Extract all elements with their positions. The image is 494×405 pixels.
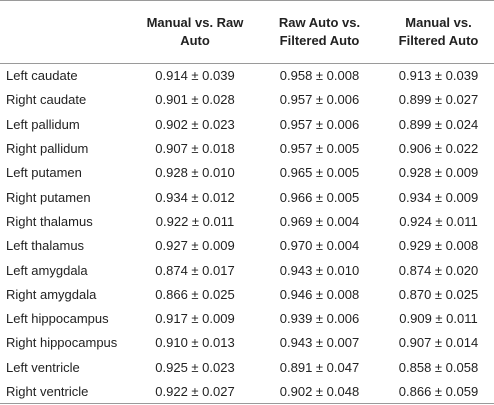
cell-value: 0.927 ± 0.009 (155, 238, 235, 254)
table-row: Right thalamus 0.922 ± 0.011 0.969 ± 0.0… (0, 209, 494, 233)
table-row: Left putamen 0.928 ± 0.010 0.965 ± 0.005… (0, 161, 494, 185)
cell-value: 0.958 ± 0.008 (279, 68, 360, 84)
row-label: Left pallidum (6, 116, 80, 132)
header-cell-manual-vs-filtered-auto: Manual vs. Filtered Auto (383, 0, 494, 64)
table-row: Right ventricle 0.922 ± 0.027 0.902 ± 0.… (0, 379, 494, 405)
cell-value: 0.928 ± 0.009 (398, 165, 479, 181)
cell-value: 0.866 ± 0.025 (155, 286, 235, 302)
table-row: Right putamen 0.934 ± 0.012 0.966 ± 0.00… (0, 185, 494, 209)
cell-value: 0.874 ± 0.020 (398, 262, 479, 278)
cell-value: 0.917 ± 0.009 (155, 311, 235, 327)
header-cell-empty (0, 0, 134, 64)
cell-value: 0.902 ± 0.048 (256, 379, 383, 405)
cell-value: 0.907 ± 0.018 (155, 141, 235, 157)
cell-value: 0.946 ± 0.008 (279, 286, 360, 302)
cell-value: 0.929 ± 0.008 (398, 238, 479, 254)
table-row: Right pallidum 0.907 ± 0.018 0.957 ± 0.0… (0, 136, 494, 160)
cell-value: 0.870 ± 0.025 (398, 286, 479, 302)
cell-value: 0.970 ± 0.004 (279, 238, 360, 254)
cell-value: 0.928 ± 0.010 (155, 165, 235, 181)
header-cell-raw-auto-vs-filtered-auto: Raw Auto vs. Filtered Auto (256, 0, 383, 64)
row-label: Left putamen (6, 165, 82, 181)
table-row: Left ventricle 0.925 ± 0.023 0.891 ± 0.0… (0, 355, 494, 379)
row-label: Left thalamus (6, 238, 85, 254)
cell-value: 0.913 ± 0.039 (398, 68, 479, 84)
cell-value: 0.910 ± 0.013 (155, 335, 235, 351)
row-label: Left caudate (6, 68, 78, 84)
cell-value: 0.969 ± 0.004 (279, 213, 360, 229)
row-label: Right caudate (6, 92, 87, 108)
cell-value: 0.957 ± 0.006 (279, 92, 360, 108)
cell-value: 0.907 ± 0.014 (398, 335, 479, 351)
cell-value: 0.943 ± 0.007 (279, 335, 360, 351)
row-label: Right putamen (6, 189, 91, 205)
row-label: Left ventricle (6, 359, 80, 375)
cell-value: 0.909 ± 0.011 (399, 311, 478, 327)
cell-value: 0.957 ± 0.006 (279, 116, 360, 132)
row-label: Left amygdala (6, 262, 88, 278)
cell-value: 0.939 ± 0.006 (279, 311, 360, 327)
table-row: Right amygdala 0.866 ± 0.025 0.946 ± 0.0… (0, 282, 494, 306)
cell-value: 0.925 ± 0.023 (155, 359, 235, 375)
row-label: Right pallidum (6, 141, 89, 157)
cell-value: 0.874 ± 0.017 (155, 262, 235, 278)
row-label: Left hippocampus (6, 311, 109, 327)
cell-value: 0.899 ± 0.024 (398, 116, 479, 132)
cell-value: 0.866 ± 0.059 (383, 379, 494, 405)
table-row: Left amygdala 0.874 ± 0.017 0.943 ± 0.01… (0, 258, 494, 282)
cell-value: 0.922 ± 0.011 (155, 213, 235, 229)
header-cell-manual-vs-raw-auto: Manual vs. Raw Auto (134, 0, 256, 64)
cell-value: 0.922 ± 0.027 (134, 379, 256, 405)
cell-value: 0.858 ± 0.058 (398, 359, 479, 375)
cell-value: 0.943 ± 0.010 (279, 262, 360, 278)
row-label: Right hippocampus (6, 335, 118, 351)
table-row: Right caudate 0.901 ± 0.028 0.957 ± 0.00… (0, 88, 494, 112)
cell-value: 0.934 ± 0.012 (155, 189, 235, 205)
table-header-row: Manual vs. Raw Auto Raw Auto vs. Filtere… (0, 0, 494, 64)
row-label: Right ventricle (0, 379, 134, 405)
cell-value: 0.914 ± 0.039 (155, 68, 235, 84)
table-row: Left hippocampus 0.917 ± 0.009 0.939 ± 0… (0, 306, 494, 330)
cell-value: 0.906 ± 0.022 (398, 141, 479, 157)
cell-value: 0.965 ± 0.005 (279, 165, 360, 181)
row-label: Right amygdala (6, 286, 97, 302)
cell-value: 0.902 ± 0.023 (155, 116, 235, 132)
cell-value: 0.901 ± 0.028 (155, 92, 235, 108)
row-label: Right thalamus (6, 213, 93, 229)
cell-value: 0.957 ± 0.005 (279, 141, 360, 157)
cell-value: 0.899 ± 0.027 (398, 92, 479, 108)
table-body: Left caudate 0.914 ± 0.039 0.958 ± 0.008… (0, 64, 494, 405)
cell-value: 0.891 ± 0.047 (279, 359, 360, 375)
table-row: Left thalamus 0.927 ± 0.009 0.970 ± 0.00… (0, 234, 494, 258)
table-row: Right hippocampus 0.910 ± 0.013 0.943 ± … (0, 331, 494, 355)
table-row: Left caudate 0.914 ± 0.039 0.958 ± 0.008… (0, 64, 494, 88)
cell-value: 0.934 ± 0.009 (398, 189, 479, 205)
cell-value: 0.966 ± 0.005 (279, 189, 360, 205)
table-row: Left pallidum 0.902 ± 0.023 0.957 ± 0.00… (0, 112, 494, 136)
cell-value: 0.924 ± 0.011 (399, 213, 478, 229)
